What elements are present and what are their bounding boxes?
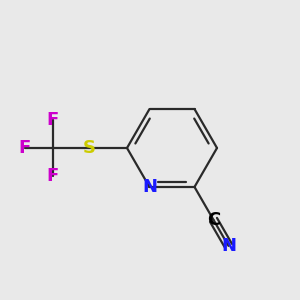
Text: S: S xyxy=(82,139,95,157)
Text: F: F xyxy=(47,167,59,185)
Text: N: N xyxy=(142,178,157,196)
Text: F: F xyxy=(47,111,59,129)
Text: C: C xyxy=(207,211,220,229)
Text: F: F xyxy=(19,139,31,157)
Text: N: N xyxy=(221,237,236,255)
